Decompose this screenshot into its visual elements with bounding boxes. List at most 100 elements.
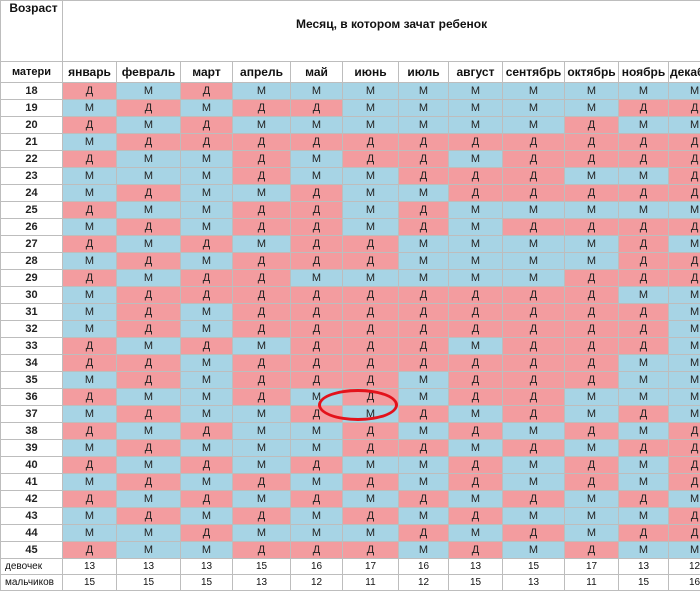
boy-cell: М <box>343 219 399 236</box>
girl-cell: Д <box>291 372 343 389</box>
girl-cell: Д <box>449 508 503 525</box>
girl-cell: Д <box>343 423 399 440</box>
boy-cell: М <box>63 406 117 423</box>
boy-cell: М <box>449 338 503 355</box>
girl-cell: Д <box>181 287 233 304</box>
month-header-6: июнь <box>343 62 399 83</box>
boy-cell: М <box>63 134 117 151</box>
boy-cell: М <box>669 338 700 355</box>
girl-cell: Д <box>503 338 565 355</box>
totals-value: 17 <box>565 559 619 575</box>
girl-cell: Д <box>619 219 669 236</box>
girl-cell: Д <box>233 389 291 406</box>
girl-cell: Д <box>619 338 669 355</box>
girl-cell: Д <box>343 474 399 491</box>
totals-value: 13 <box>449 559 503 575</box>
girl-cell: Д <box>503 287 565 304</box>
totals-value: 12 <box>399 575 449 591</box>
boy-cell: М <box>565 83 619 100</box>
girl-cell: Д <box>399 287 449 304</box>
month-header-5: май <box>291 62 343 83</box>
boy-cell: М <box>291 83 343 100</box>
boy-cell: М <box>233 440 291 457</box>
mother-age-cell: 18 <box>1 83 63 100</box>
boy-cell: М <box>291 508 343 525</box>
boy-cell: М <box>669 304 700 321</box>
mother-age-cell: 20 <box>1 117 63 134</box>
mother-age-cell: 45 <box>1 542 63 559</box>
boy-cell: М <box>181 440 233 457</box>
girl-cell: Д <box>233 474 291 491</box>
mother-age-cell: 37 <box>1 406 63 423</box>
boy-cell: М <box>117 338 181 355</box>
girl-cell: Д <box>117 134 181 151</box>
boy-cell: М <box>233 236 291 253</box>
mother-age-cell: 33 <box>1 338 63 355</box>
girl-cell: Д <box>63 338 117 355</box>
girl-cell: Д <box>399 440 449 457</box>
boy-cell: М <box>181 474 233 491</box>
boy-cell: М <box>291 270 343 287</box>
boy-cell: М <box>399 389 449 406</box>
girl-cell: Д <box>565 542 619 559</box>
girl-cell: Д <box>503 491 565 508</box>
boy-cell: М <box>63 440 117 457</box>
boy-cell: М <box>619 117 669 134</box>
girl-cell: Д <box>449 287 503 304</box>
boy-cell: М <box>117 389 181 406</box>
girl-cell: Д <box>343 304 399 321</box>
boy-cell: М <box>449 440 503 457</box>
totals-value: 12 <box>291 575 343 591</box>
boy-cell: М <box>399 423 449 440</box>
boy-cell: М <box>503 270 565 287</box>
girl-cell: Д <box>291 219 343 236</box>
month-header-9: сентябрь <box>503 62 565 83</box>
boy-cell: М <box>399 508 449 525</box>
boy-cell: М <box>117 236 181 253</box>
mother-age-cell: 26 <box>1 219 63 236</box>
boy-cell: М <box>343 83 399 100</box>
girl-cell: Д <box>503 372 565 389</box>
boy-cell: М <box>449 117 503 134</box>
boy-cell: М <box>449 219 503 236</box>
girl-cell: Д <box>449 304 503 321</box>
girl-cell: Д <box>503 525 565 542</box>
girl-cell: Д <box>449 457 503 474</box>
girl-cell: Д <box>63 542 117 559</box>
girl-cell: Д <box>343 151 399 168</box>
girl-cell: Д <box>619 321 669 338</box>
girl-cell: Д <box>291 338 343 355</box>
boy-cell: М <box>343 202 399 219</box>
girl-cell: Д <box>503 355 565 372</box>
boy-cell: М <box>63 372 117 389</box>
mother-age-cell: 23 <box>1 168 63 185</box>
girl-cell: Д <box>291 457 343 474</box>
boy-cell: М <box>503 100 565 117</box>
girl-cell: Д <box>503 151 565 168</box>
girl-cell: Д <box>233 508 291 525</box>
mother-age-cell: 28 <box>1 253 63 270</box>
month-header-1: январь <box>63 62 117 83</box>
boy-cell: М <box>181 372 233 389</box>
boy-cell: М <box>503 253 565 270</box>
girl-cell: Д <box>669 168 700 185</box>
totals-value: 16 <box>669 575 700 591</box>
girl-cell: Д <box>565 372 619 389</box>
girl-cell: Д <box>619 151 669 168</box>
boy-cell: М <box>233 457 291 474</box>
mother-age-cell: 24 <box>1 185 63 202</box>
boy-cell: М <box>117 457 181 474</box>
boy-cell: М <box>63 525 117 542</box>
boy-cell: М <box>449 151 503 168</box>
girl-cell: Д <box>291 491 343 508</box>
boy-cell: М <box>669 406 700 423</box>
totals-value: 15 <box>181 575 233 591</box>
mother-age-cell: 31 <box>1 304 63 321</box>
girl-cell: Д <box>669 151 700 168</box>
boy-cell: М <box>291 525 343 542</box>
mother-age-cell: 19 <box>1 100 63 117</box>
boy-cell: М <box>669 321 700 338</box>
